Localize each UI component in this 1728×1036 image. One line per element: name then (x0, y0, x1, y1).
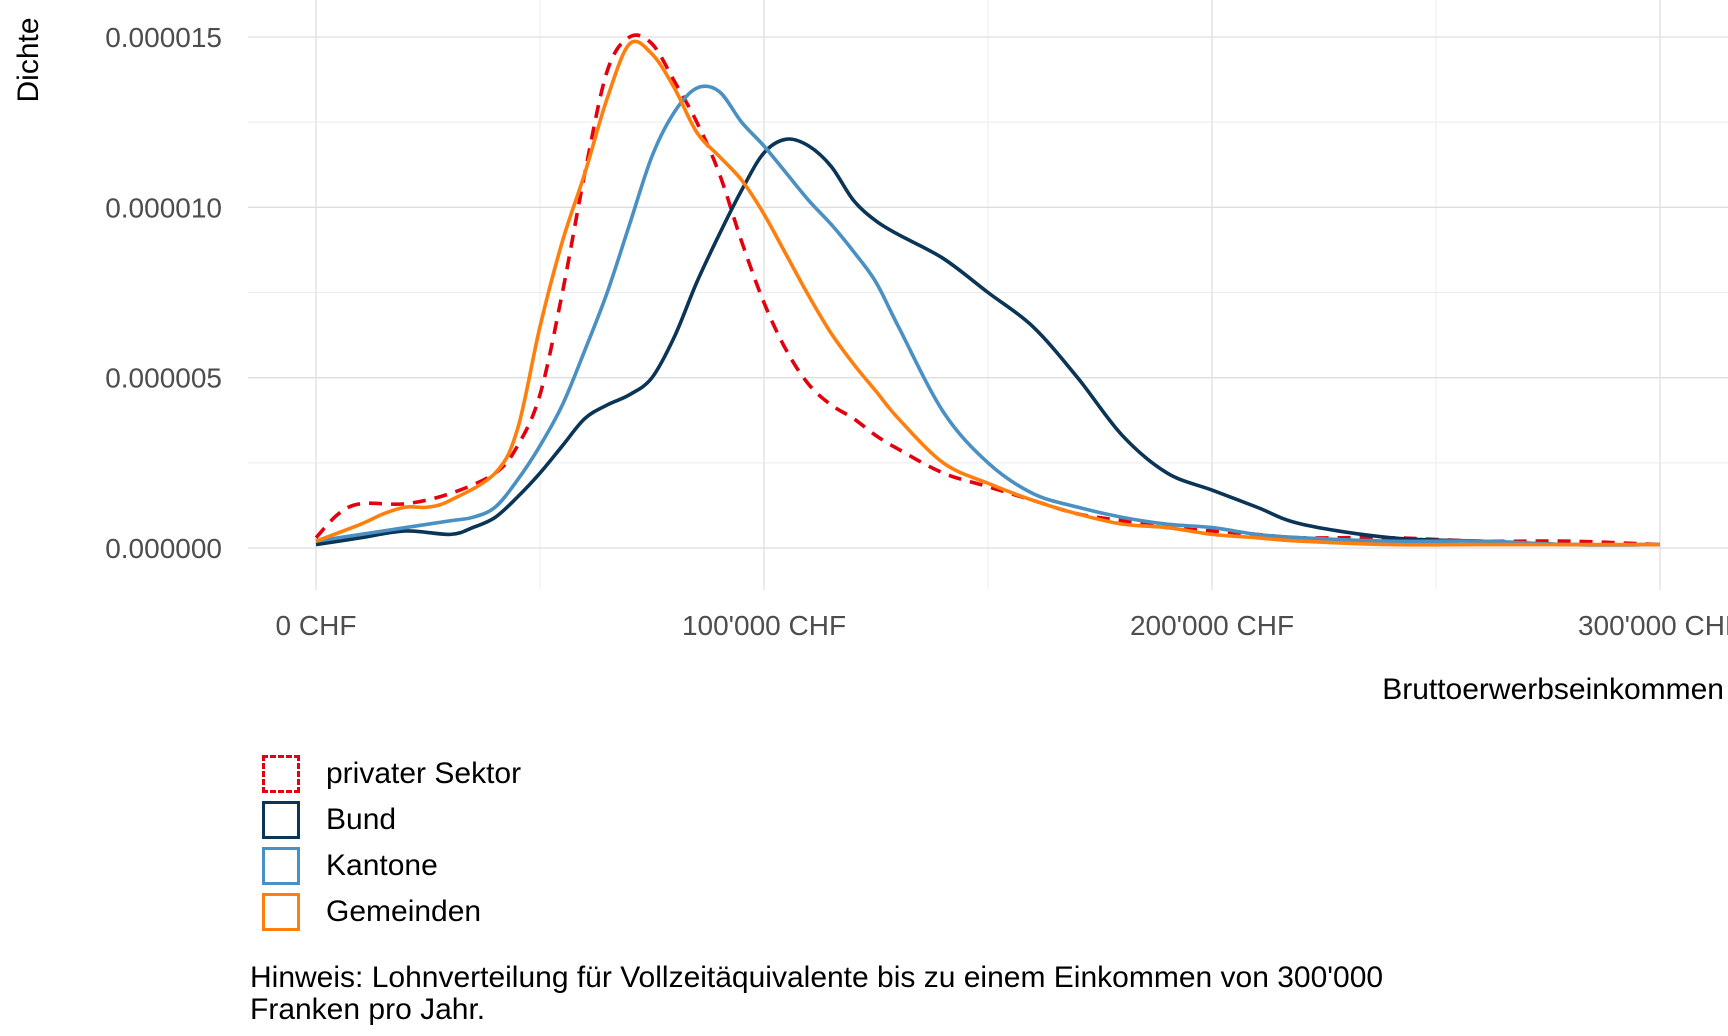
tick-labels: 0 CHF 100'000 CHF 200'000 CHF 300'000 CHF 0.… (105, 22, 1728, 641)
y-tick-label: 0.000010 (105, 192, 222, 223)
series-line-kantone (315, 84, 1661, 547)
x-tick-label: 100'000 CHF (682, 610, 846, 641)
footnote: Hinweis: Lohnverteilung für Vollzeitäqui… (250, 962, 1550, 1026)
x-axis-label: Bruttoerwerbseinkommen (1382, 673, 1724, 706)
legend-key-gemeinden (262, 893, 300, 931)
series-line-privater-sektor (314, 33, 1661, 547)
series-line-gemeinden (315, 39, 1660, 547)
grid (248, 0, 1728, 590)
footnote-line-1: Hinweis: Lohnverteilung für Vollzeitäqui… (250, 961, 1384, 994)
x-tick-label: 200'000 CHF (1130, 610, 1294, 641)
series-line-bund (315, 137, 1661, 547)
x-tick-label: 0 CHF (276, 610, 357, 641)
y-tick-label: 0.000015 (105, 22, 222, 53)
legend-label: privater Sektor (326, 757, 522, 790)
y-tick-label: 0.000000 (105, 533, 222, 564)
legend-label: Kantone (326, 849, 438, 882)
legend-key-kantone (262, 847, 300, 885)
legend-label: Gemeinden (326, 895, 482, 928)
legend-key-bund (262, 801, 300, 839)
footnote-line-2: Franken pro Jahr. (250, 993, 486, 1026)
x-tick-label: 300'000 CHF (1578, 610, 1728, 641)
y-axis-label: Dichte (12, 17, 45, 102)
series-lines (314, 33, 1661, 547)
density-chart: 0 CHF 100'000 CHF 200'000 CHF 300'000 CHF 0.… (12, 0, 1728, 706)
y-tick-label: 0.000005 (105, 363, 222, 394)
legend-label: Bund (326, 803, 397, 836)
legend-key-privater-sektor (262, 755, 300, 793)
